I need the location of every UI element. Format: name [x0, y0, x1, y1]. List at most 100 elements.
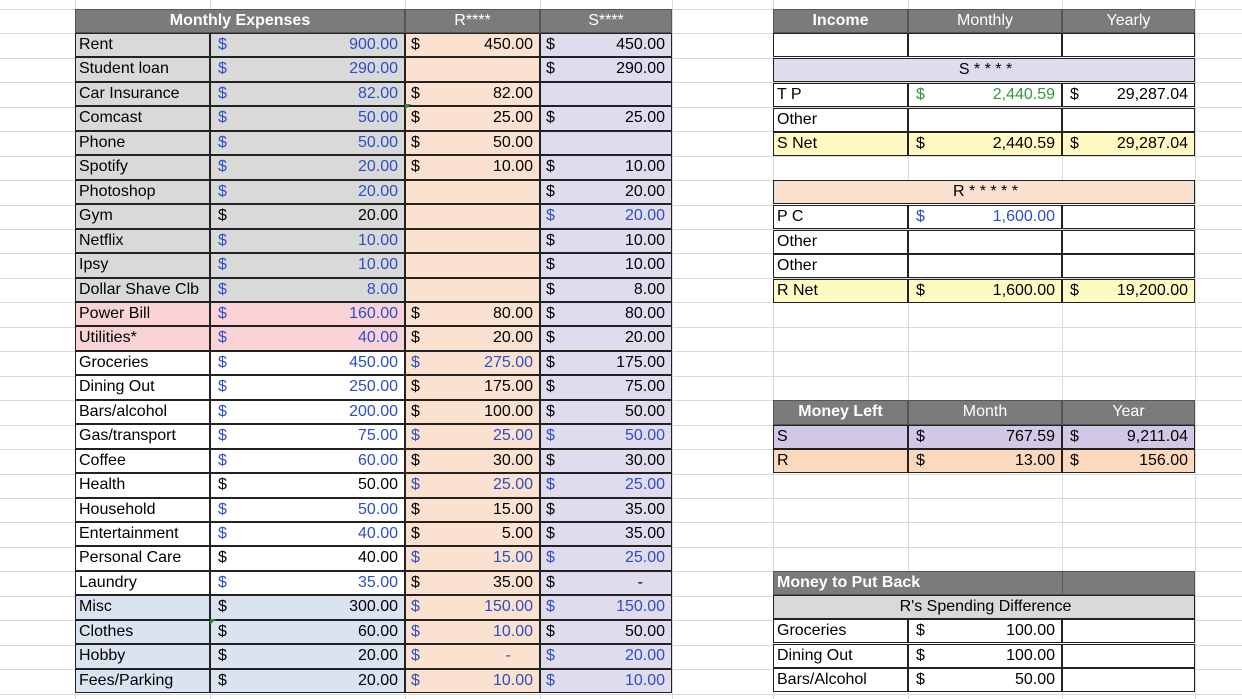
- expense-row-label[interactable]: Personal Care: [75, 546, 210, 571]
- expense-row-label[interactable]: Misc: [75, 595, 210, 620]
- income-s-section-title[interactable]: S * * * *: [773, 58, 1195, 82]
- expense-r-cell[interactable]: $15.00: [405, 546, 540, 571]
- put-back-title-header[interactable]: Money to Put Back: [773, 571, 1195, 595]
- expense-s-cell[interactable]: $75.00: [540, 375, 672, 400]
- comment-indicator-icon[interactable]: [405, 104, 411, 110]
- expense-r-cell[interactable]: $175.00: [405, 375, 540, 400]
- expense-total-cell[interactable]: $20.00: [210, 644, 405, 669]
- expense-s-cell[interactable]: $150.00: [540, 595, 672, 620]
- expense-total-cell[interactable]: $290.00: [210, 57, 405, 82]
- income-s-row-label[interactable]: S Net: [773, 132, 908, 156]
- expenses-r-header[interactable]: R****: [405, 9, 540, 33]
- expense-row-label[interactable]: Comcast: [75, 106, 210, 131]
- expense-row-label[interactable]: Household: [75, 498, 210, 522]
- expense-total-cell[interactable]: $160.00: [210, 302, 405, 326]
- expense-s-cell[interactable]: $ -: [540, 571, 672, 595]
- expense-row-label[interactable]: Student loan: [75, 57, 210, 82]
- income-r-monthly-cell[interactable]: $1,600.00: [908, 279, 1062, 303]
- expense-row-label[interactable]: Gym: [75, 204, 210, 229]
- income-s-monthly-cell[interactable]: [908, 108, 1062, 132]
- income-r-section-title[interactable]: R * * * * *: [773, 180, 1195, 204]
- expense-r-cell[interactable]: $35.00: [405, 571, 540, 595]
- income-yearly-header[interactable]: Yearly: [1062, 9, 1195, 33]
- income-blank-cell[interactable]: [1062, 33, 1195, 57]
- expense-row-label[interactable]: Phone: [75, 131, 210, 155]
- comment-indicator-icon[interactable]: [210, 619, 216, 625]
- expense-r-cell[interactable]: $20.00: [405, 326, 540, 351]
- expense-s-cell[interactable]: $175.00: [540, 351, 672, 375]
- expense-row-label[interactable]: Power Bill: [75, 302, 210, 326]
- expense-total-cell[interactable]: $20.00: [210, 155, 405, 180]
- expense-r-cell[interactable]: [405, 229, 540, 253]
- income-blank-cell[interactable]: [773, 33, 908, 57]
- money-left-year-header[interactable]: Year: [1062, 400, 1195, 425]
- expense-row-label[interactable]: Coffee: [75, 449, 210, 473]
- income-r-yearly-cell[interactable]: [1062, 254, 1195, 278]
- put-back-blank-cell[interactable]: [1062, 619, 1195, 643]
- expense-total-cell[interactable]: $10.00: [210, 229, 405, 253]
- expense-r-cell[interactable]: $5.00: [405, 522, 540, 546]
- put-back-amount-cell[interactable]: $100.00: [908, 619, 1062, 643]
- expense-total-cell[interactable]: $50.00: [210, 498, 405, 522]
- expense-total-cell[interactable]: $50.00: [210, 131, 405, 155]
- expense-total-cell[interactable]: $60.00: [210, 449, 405, 473]
- income-s-yearly-cell[interactable]: [1062, 108, 1195, 132]
- expense-r-cell[interactable]: $150.00: [405, 595, 540, 620]
- expense-row-label[interactable]: Gas/transport: [75, 424, 210, 449]
- expense-s-cell[interactable]: [540, 131, 672, 155]
- expense-s-cell[interactable]: [540, 82, 672, 106]
- expense-s-cell[interactable]: $50.00: [540, 400, 672, 424]
- expense-s-cell[interactable]: $20.00: [540, 644, 672, 669]
- expense-row-label[interactable]: Netflix: [75, 229, 210, 253]
- expense-s-cell[interactable]: $35.00: [540, 498, 672, 522]
- income-s-yearly-cell[interactable]: $29,287.04: [1062, 83, 1195, 107]
- expense-s-cell[interactable]: $10.00: [540, 669, 672, 693]
- put-back-row-label[interactable]: Groceries: [773, 619, 908, 643]
- expense-row-label[interactable]: Laundry: [75, 571, 210, 595]
- expense-total-cell[interactable]: $250.00: [210, 375, 405, 400]
- expense-row-label[interactable]: Entertainment: [75, 522, 210, 546]
- income-s-yearly-cell[interactable]: $29,287.04: [1062, 132, 1195, 156]
- put-back-amount-cell[interactable]: $100.00: [908, 644, 1062, 668]
- expense-total-cell[interactable]: $20.00: [210, 669, 405, 693]
- money-left-month-header[interactable]: Month: [908, 400, 1062, 425]
- expense-s-cell[interactable]: $20.00: [540, 326, 672, 351]
- expense-total-cell[interactable]: $60.00: [210, 620, 405, 644]
- expense-r-cell[interactable]: $25.00: [405, 473, 540, 498]
- put-back-row-label[interactable]: Dining Out: [773, 644, 908, 668]
- expense-r-cell[interactable]: $10.00: [405, 669, 540, 693]
- income-r-yearly-cell[interactable]: [1062, 205, 1195, 229]
- expense-total-cell[interactable]: $200.00: [210, 400, 405, 424]
- expense-s-cell[interactable]: $35.00: [540, 522, 672, 546]
- expense-r-cell[interactable]: $25.00: [405, 106, 540, 131]
- expense-s-cell[interactable]: $10.00: [540, 229, 672, 253]
- expense-total-cell[interactable]: $40.00: [210, 326, 405, 351]
- income-r-monthly-cell[interactable]: [908, 230, 1062, 254]
- expense-r-cell[interactable]: $10.00: [405, 155, 540, 180]
- expense-s-cell[interactable]: $80.00: [540, 302, 672, 326]
- expense-total-cell[interactable]: $8.00: [210, 278, 405, 302]
- put-back-amount-cell[interactable]: $50.00: [908, 668, 1062, 692]
- expense-total-cell[interactable]: $20.00: [210, 180, 405, 204]
- income-blank-cell[interactable]: [908, 33, 1062, 57]
- expense-s-cell[interactable]: $10.00: [540, 155, 672, 180]
- money-left-year-cell[interactable]: $9,211.04: [1062, 425, 1195, 449]
- expense-total-cell[interactable]: $450.00: [210, 351, 405, 375]
- expense-row-label[interactable]: Spotify: [75, 155, 210, 180]
- money-left-row-label[interactable]: R: [773, 449, 908, 473]
- expenses-title-header[interactable]: Monthly Expenses: [75, 9, 405, 33]
- income-r-row-label[interactable]: Other: [773, 254, 908, 278]
- expense-s-cell[interactable]: $8.00: [540, 278, 672, 302]
- expenses-s-header[interactable]: S****: [540, 9, 672, 33]
- expense-r-cell[interactable]: $82.00: [405, 82, 540, 106]
- income-title-header[interactable]: Income: [773, 9, 908, 33]
- expense-r-cell[interactable]: [405, 253, 540, 278]
- money-left-month-cell[interactable]: $13.00: [908, 449, 1062, 473]
- expense-r-cell[interactable]: [405, 278, 540, 302]
- expense-total-cell[interactable]: $300.00: [210, 595, 405, 620]
- expense-s-cell[interactable]: $30.00: [540, 449, 672, 473]
- expense-total-cell[interactable]: $40.00: [210, 546, 405, 571]
- money-left-row-label[interactable]: S: [773, 425, 908, 449]
- expense-row-label[interactable]: Utilities*: [75, 326, 210, 351]
- expense-row-label[interactable]: Groceries: [75, 351, 210, 375]
